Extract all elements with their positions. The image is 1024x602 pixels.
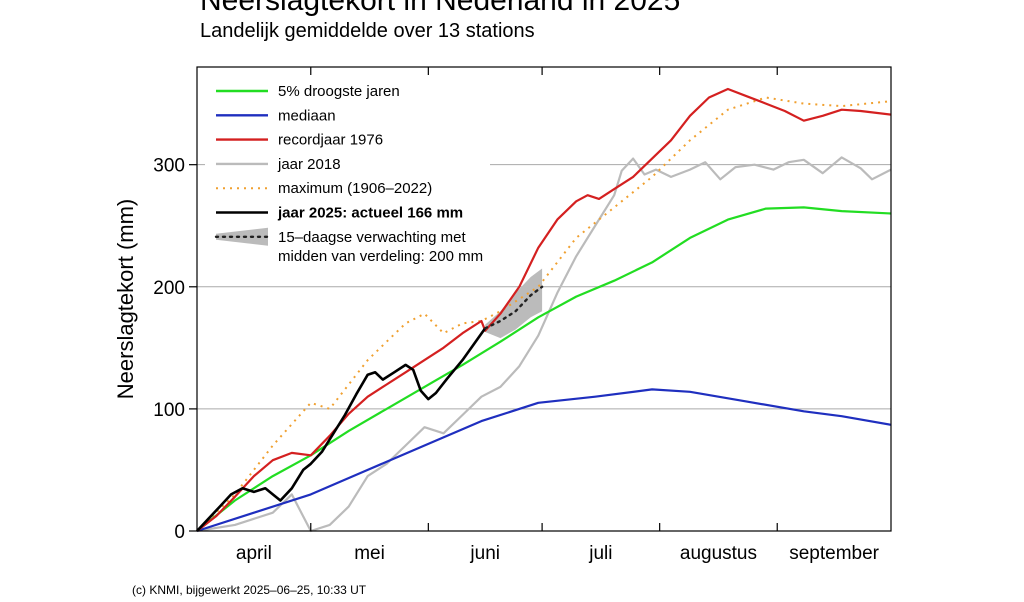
series-line-jaar-2025 [196,327,487,532]
plot-frame [196,66,892,532]
series-line-mediaan [196,388,892,533]
credit-line: (c) KNMI, bijgewerkt 2025–06–25, 10:33 U… [132,583,367,597]
forecast-band [485,268,543,339]
series-line-maximum-1906-2022- [196,96,892,532]
x-month-label: april [236,543,272,564]
x-month-label: augustus [680,543,757,564]
legend-label: jaar 2018 [277,156,341,173]
legend-label: mediaan [278,107,336,124]
x-month-label: juli [588,543,612,564]
legend-label: midden van verdeling: 200 mm [278,248,483,265]
legend-swatch [216,227,268,246]
x-month-label: september [789,543,879,564]
legend-label: maximum (1906–2022) [278,180,432,197]
legend-label: 5% droogste jaren [278,83,400,100]
series-layer [196,87,892,533]
legend: 5% droogste jaren mediaan recordjaar 1976 j… [205,78,490,268]
legend-label: jaar 2025: actueel 166 mm [277,205,463,222]
series-line-forecast [484,285,544,330]
series-line-recordjaar-1976 [196,87,892,532]
y-axis-label: Neerslagtekort (mm) [113,199,138,399]
x-month-label: juni [469,543,500,564]
legend-label: 15–daagse verwachting met [278,229,466,246]
chart-title: Neerslagtekort in Nederland in 2025 [200,0,681,17]
legend-label: recordjaar 1976 [278,132,383,149]
y-tick-label: 0 [174,522,185,543]
x-month-label: mei [354,543,385,564]
y-tick-label: 100 [153,400,185,421]
y-tick-label: 300 [153,156,185,177]
axis-layer: 0 100 200 300 april mei juni juli augustus septem… [113,67,880,564]
chart-subtitle: Landelijk gemiddelde over 13 stations [200,20,535,42]
series-line-jaar-2018 [196,156,892,533]
y-tick-label: 200 [153,278,185,299]
